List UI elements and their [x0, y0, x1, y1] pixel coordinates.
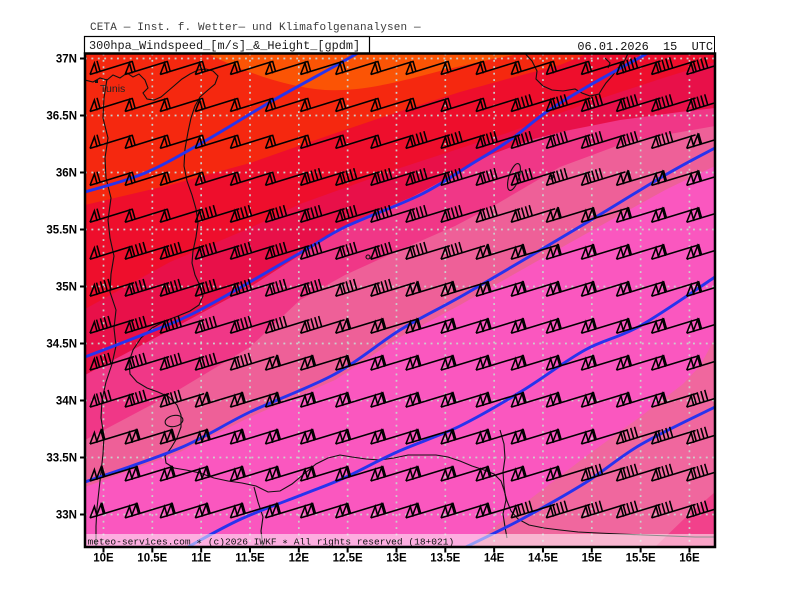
svg-text:11.5E: 11.5E: [235, 553, 265, 565]
svg-text:meteo-services.com ∗ (c)2026 I: meteo-services.com ∗ (c)2026 IWKF ∗ All …: [88, 537, 455, 548]
svg-text:12.5E: 12.5E: [333, 553, 363, 565]
svg-text:35.5N: 35.5N: [46, 225, 77, 237]
svg-text:37N: 37N: [56, 54, 77, 66]
svg-text:35N: 35N: [56, 282, 77, 294]
svg-text:33N: 33N: [56, 510, 77, 522]
svg-text:34.5N: 34.5N: [46, 339, 77, 351]
svg-text:15E: 15E: [582, 553, 603, 565]
svg-text:13.5E: 13.5E: [430, 553, 460, 565]
svg-text:34N: 34N: [56, 396, 77, 408]
svg-text:300hpa_Windspeed_[m/s]_&_Heigh: 300hpa_Windspeed_[m/s]_&_Height_[gpdm]: [89, 39, 360, 53]
svg-text:15.5E: 15.5E: [626, 553, 656, 565]
svg-text:36.5N: 36.5N: [46, 111, 77, 123]
svg-text:14E: 14E: [484, 553, 505, 565]
svg-text:CETA — Inst. f. Wetter— und Kl: CETA — Inst. f. Wetter— und Klimafolgena…: [90, 22, 421, 34]
svg-text:06.01.2026 15 UTC: 06.01.2026 15 UTC: [577, 40, 713, 54]
svg-text:12E: 12E: [289, 553, 310, 565]
svg-text:16E: 16E: [679, 553, 700, 565]
svg-text:11E: 11E: [191, 553, 211, 565]
svg-text:14.5E: 14.5E: [528, 553, 558, 565]
svg-text:13E: 13E: [386, 553, 407, 565]
svg-text:33.5N: 33.5N: [46, 453, 77, 465]
svg-text:36N: 36N: [56, 168, 77, 180]
svg-text:Tunis: Tunis: [100, 83, 125, 95]
svg-text:10.5E: 10.5E: [137, 553, 167, 565]
svg-text:10E: 10E: [93, 553, 114, 565]
